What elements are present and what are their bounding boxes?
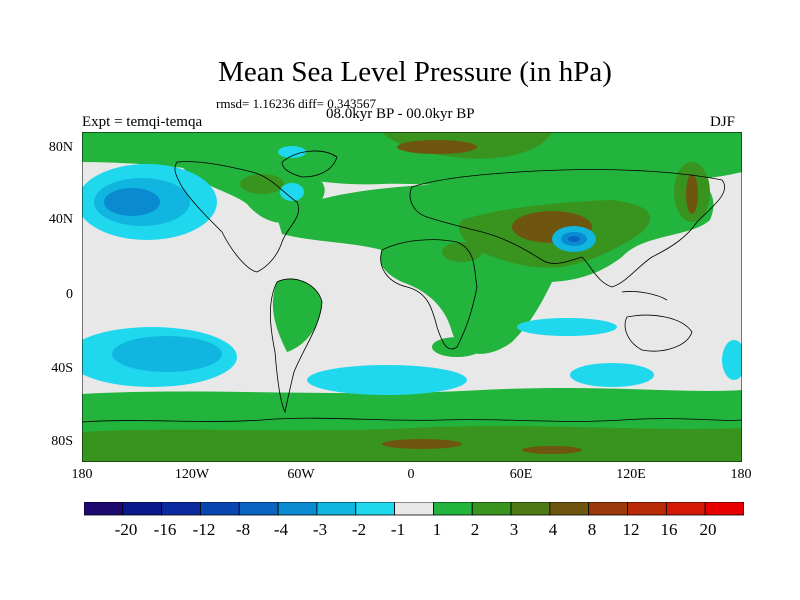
south-atlantic-low [307,365,467,395]
colorbar-label: -20 [114,520,138,539]
experiment-label: Expt = temqi-temqa [82,114,203,130]
colorbar-label: -3 [312,520,328,539]
lon-label-180e: 180 [730,467,752,482]
hudson-low [280,183,304,201]
colorbar-swatch [471,502,512,516]
lon-label-120w: 120W [174,467,210,482]
colorbar-label: -12 [192,520,216,539]
north-america-region [182,164,325,224]
colorbar-swatch [433,502,473,516]
lat-label-40s: 40S [51,361,73,376]
tibet-low-core [568,236,580,242]
antarctica-coast [82,417,742,423]
colorbar-swatch [200,502,240,516]
aleutian-low-core [104,188,160,216]
colorbar-label: 12 [622,520,640,539]
colorbar-swatch [316,502,357,516]
south-america-coast [270,278,323,414]
colorbar-swatch [588,502,628,516]
greenland-coast [281,150,338,178]
colorbar [84,502,744,516]
africa-coast [380,239,478,350]
australia-coast [624,314,693,352]
colorbar-swatch [161,502,201,516]
pressure-map [82,132,742,462]
colorbar-swatch [238,502,279,516]
period-label: 08.0kyr BP - 00.0kyr BP [326,106,475,122]
colorbar-swatch [122,502,163,516]
colorbar-swatch [549,502,590,516]
coastlines [82,150,742,423]
colorbar-label: -1 [390,520,406,539]
tasman-low [722,340,742,380]
lat-label-40n: 40N [48,212,73,227]
indian-ocean-low [517,318,617,336]
colorbar-swatch [510,502,551,516]
lon-label-120e: 120E [616,467,646,482]
lat-label-80n: 80N [48,140,73,155]
lon-label-60w: 60W [287,467,315,482]
lat-label-80s: 80S [51,434,73,449]
colorbar-label: 3 [509,520,519,539]
colorbar-swatch [394,502,434,516]
lon-label-0: 0 [407,467,415,482]
lat-label-0: 0 [66,287,73,302]
colorbar-swatch [665,502,706,516]
colorbar-swatch [84,502,124,516]
colorbar-label: 8 [587,520,597,539]
chart-title: Mean Sea Level Pressure (in hPa) [218,56,612,88]
south-america-region [272,278,322,352]
arctic-region [82,132,742,191]
south-pacific-low-mid [112,336,222,372]
lon-label-60e: 60E [509,467,533,482]
greenland-low [278,146,306,158]
stats-label: rmsd= 1.16236 diff= 0.343567 [216,96,376,111]
colorbar-label: -8 [235,520,251,539]
lon-label-180w: 180 [71,467,93,482]
colorbar-label: 4 [548,520,558,539]
eurasia-coast [409,169,725,288]
colorbar-label: 16 [660,520,678,539]
colorbar-label: 1 [432,520,442,539]
colorbar-swatch [355,502,395,516]
season-label: DJF [710,114,736,130]
south-indian-low [570,363,654,387]
colorbar-swatch [704,502,744,516]
colorbar-swatch [627,502,667,516]
antarctic-high-east [522,446,582,454]
colorbar-label: -16 [153,520,177,539]
arctic-high-center [397,140,477,154]
pacific-rim-high-core [686,174,698,214]
north-america-high [240,174,284,194]
north-america-coast [174,161,299,273]
indonesia-coast [621,291,668,301]
colorbar-label: 20 [699,520,717,539]
colorbar-label: 2 [470,520,480,539]
colorbar-swatch [277,502,318,516]
antarctic-high-center [382,439,462,449]
colorbar-label: -2 [351,520,367,539]
colorbar-label: -4 [273,520,289,539]
